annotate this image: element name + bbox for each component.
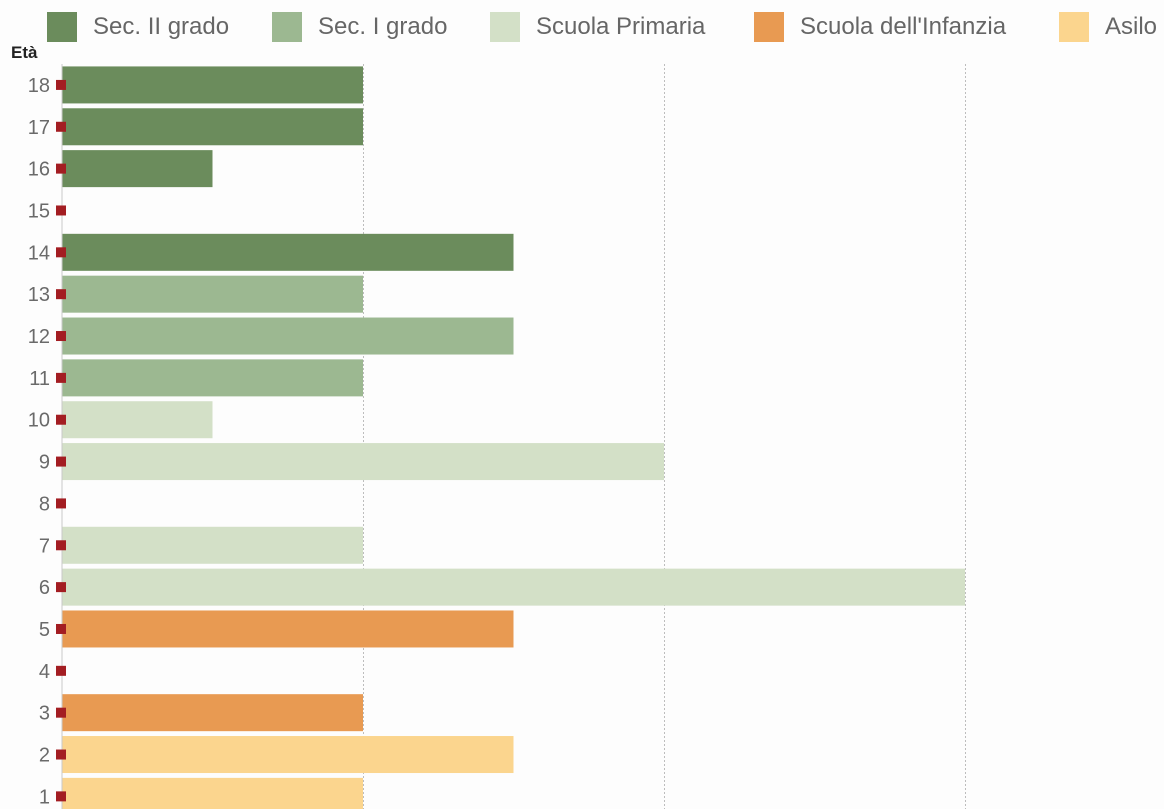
bar [62,359,363,397]
tick-marker [56,79,66,90]
legend-item: Sec. II grado [47,12,229,42]
tick-marker [56,749,66,760]
legend-swatch [754,12,784,42]
legend-label: Asilo [1105,13,1158,40]
bar [62,694,363,732]
tick-marker [56,665,66,676]
legend-label: Scuola dell'Infanzia [800,13,1007,40]
bar [62,736,514,774]
legend-swatch [47,12,77,42]
tick-marker [56,791,66,802]
bar [62,777,363,809]
legend-swatch [272,12,302,42]
legend-item: Scuola dell'Infanzia [754,12,1006,42]
tick-label: 4 [39,661,50,683]
bar [62,568,965,606]
tick-marker [56,582,66,593]
tick-label: 1 [39,786,50,808]
y-axis-title: Età [11,43,38,62]
bar [62,610,514,648]
tick-label: 14 [28,242,50,264]
legend-label: Sec. I grado [318,13,448,40]
bar [62,150,213,188]
tick-label: 10 [28,410,50,432]
tick-label: 2 [39,745,50,767]
bar [62,275,363,313]
bar [62,317,514,355]
bar [62,66,363,104]
bar [62,526,363,564]
tick-marker [56,414,66,425]
tick-label: 18 [28,75,50,97]
tick-label: 15 [28,200,50,222]
bar [62,233,514,271]
tick-label: 9 [39,452,50,474]
legend-item: Scuola Primaria [490,12,705,42]
legend-swatch [490,12,520,42]
legend-item: Sec. I grado [272,12,447,42]
tick-marker [56,163,66,174]
tick-marker [56,623,66,634]
tick-marker [56,498,66,509]
tick-label: 5 [39,619,50,641]
bar [62,401,213,439]
tick-marker [56,121,66,132]
tick-label: 7 [39,535,50,557]
chart-legend: Sec. II grado Sec. I grado Scuola Primaria… [0,0,1164,54]
tick-marker [56,456,66,467]
legend-swatch [1059,12,1089,42]
tick-label: 8 [39,493,50,515]
tick-marker [56,540,66,551]
tick-label: 6 [39,577,50,599]
legend-label: Sec. II grado [93,13,230,40]
tick-label: 11 [29,368,50,390]
tick-label: 3 [39,703,50,725]
tick-label: 17 [28,117,50,139]
tick-marker [56,289,66,300]
bar [62,108,363,146]
tick-marker [56,372,66,383]
tick-marker [56,331,66,342]
tick-label: 13 [28,284,50,306]
tick-label: 12 [28,326,50,348]
legend-label: Scuola Primaria [536,13,706,40]
tick-marker [56,707,66,718]
tick-label: 16 [28,159,50,181]
bar [62,443,664,481]
legend-item: Asilo [1059,12,1157,42]
tick-marker [56,205,66,216]
tick-marker [56,247,66,258]
